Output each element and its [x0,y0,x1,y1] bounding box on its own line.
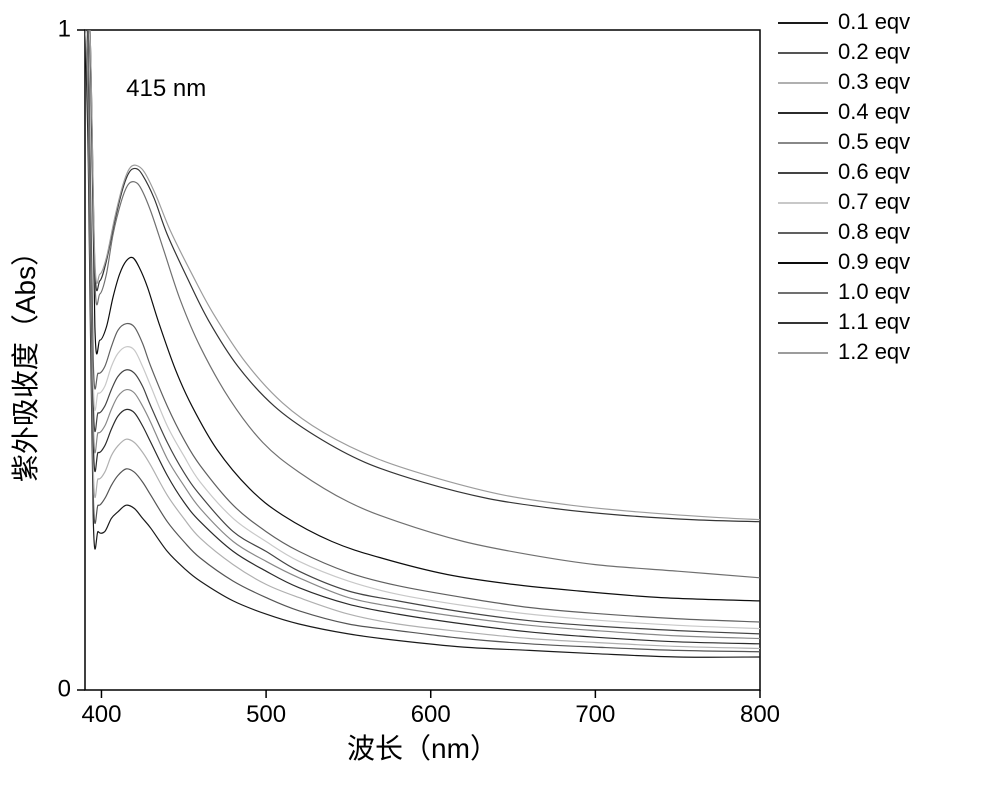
x-tick-label: 600 [411,701,451,728]
legend-label: 1.0 eqv [838,279,910,304]
x-axis-title: 波长（nm） [347,733,498,764]
legend-label: 0.9 eqv [838,249,910,274]
y-axis-title: 紫外吸收度（Abs） [10,238,41,482]
legend-label: 1.1 eqv [838,309,910,334]
legend-label: 0.2 eqv [838,39,910,64]
x-tick-label: 500 [246,701,286,728]
series-line [85,30,760,652]
chart-svg: 400 500 600 700 800 0 1 波长（nm） 紫外吸收度（Abs） 415 nm 0… [0,0,1000,785]
legend-label: 0.8 eqv [838,219,910,244]
legend-label: 0.5 eqv [838,129,910,154]
y-tick-label: 1 [58,15,71,42]
legend-label: 0.3 eqv [838,69,910,94]
series-line [85,30,760,648]
legend-label: 1.2 eqv [838,339,910,364]
legend-label: 0.4 eqv [838,99,910,124]
series-line [85,23,760,644]
x-tick-label: 400 [81,701,121,728]
legend-label: 0.1 eqv [838,9,910,34]
uv-absorbance-chart: 400 500 600 700 800 0 1 波长（nm） 紫外吸收度（Abs） 415 nm 0… [0,0,1000,785]
peak-annotation: 415 nm [126,75,206,102]
series-line [85,30,760,657]
legend-label: 0.6 eqv [838,159,910,184]
x-tick-label: 800 [740,701,780,728]
y-tick-label: 0 [58,675,71,702]
x-tick-label: 700 [575,701,615,728]
legend-label: 0.7 eqv [838,189,910,214]
